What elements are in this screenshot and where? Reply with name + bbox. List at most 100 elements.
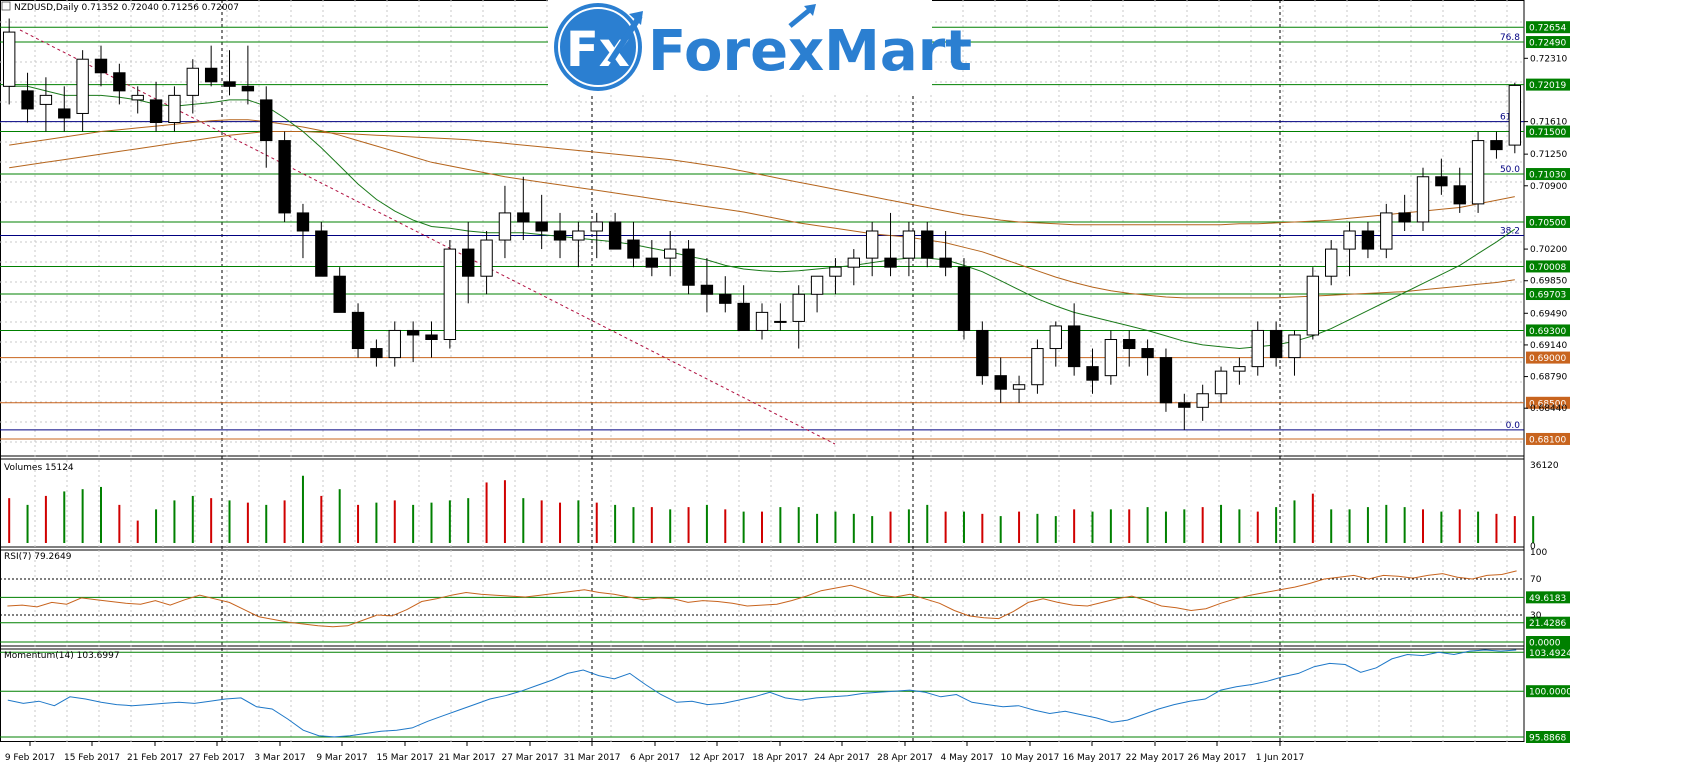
candle-bull	[480, 239, 493, 277]
price-tag-label: 0.69000	[1529, 354, 1566, 364]
candle-bull	[1471, 140, 1485, 205]
candle-bull	[1380, 212, 1393, 250]
candle-bull	[1325, 248, 1338, 277]
grid-layer	[0, 0, 1525, 742]
candle-bear	[1178, 402, 1191, 408]
candle-bear	[553, 230, 567, 241]
candle-bear	[406, 329, 420, 336]
price-tag-label: 0.69703	[1529, 291, 1566, 301]
candle-bear	[333, 275, 346, 313]
rsi-tag-label: 49.6183	[1529, 594, 1566, 604]
symbol-header: NZDUSD,Daily 0.71352 0.72040 0.71256 0.7…	[14, 3, 239, 13]
candle-bull	[39, 94, 53, 105]
candle-bull	[810, 275, 824, 295]
rsi-tag-box	[1526, 616, 1570, 629]
candle-bear	[462, 248, 475, 277]
candle-bear	[1435, 176, 1448, 187]
momentum-line	[7, 649, 1517, 738]
momentum-tag-label: 100.0000	[1529, 688, 1572, 698]
candle-bull	[847, 257, 860, 268]
candle-bear	[1361, 230, 1375, 250]
candle-bull	[2, 31, 16, 87]
axis-tick-label: 0.72310	[1530, 54, 1567, 64]
candle-bull	[792, 293, 805, 322]
candle-bear	[260, 99, 273, 142]
candle-bear	[370, 348, 383, 359]
x-tick-label: 16 May 2017	[1063, 753, 1122, 763]
candle-bull	[168, 94, 181, 123]
candle-bull	[1031, 348, 1044, 386]
price-tag-box	[1526, 125, 1570, 138]
candle-bull	[1416, 176, 1430, 223]
candle-bear	[608, 221, 622, 250]
candle-bear	[21, 90, 34, 110]
candle-bear	[1453, 185, 1466, 205]
x-tick-label: 24 Apr 2017	[814, 753, 870, 763]
price-tag-box	[1526, 396, 1570, 409]
candle-bull	[572, 230, 585, 241]
logo-circle-icon	[554, 3, 642, 91]
candle-bear	[939, 257, 952, 268]
candle-bear	[1086, 366, 1099, 381]
candle-bear	[351, 311, 365, 350]
logo-circle-ring	[558, 7, 638, 87]
logo-wordmark-arrow-icon	[788, 6, 814, 28]
candle-bull	[76, 58, 89, 114]
price-tag-box	[1526, 288, 1570, 301]
fib-level-label: 50.0	[1500, 165, 1520, 175]
candle-bull	[1288, 334, 1301, 359]
axis-tick-label: 0.69490	[1530, 309, 1567, 319]
price-axis: 0.72654 0.72490 0.72019 0.71500 0.71030 0.705…	[1524, 21, 1572, 744]
axis-tick-label: 0.69140	[1530, 341, 1567, 351]
price-tag-label: 0.72490	[1529, 39, 1566, 49]
rsi-tag-label: 0.0000	[1529, 639, 1561, 649]
price-tag-box	[1526, 168, 1570, 181]
candle-bear	[1067, 325, 1081, 368]
candle-bear	[645, 257, 659, 268]
candle-bull	[498, 212, 512, 241]
price-tag-label: 0.68500	[1529, 399, 1566, 409]
x-tick-label: 27 Feb 2017	[189, 753, 245, 763]
price-tag-box	[1526, 78, 1570, 91]
candle-bear	[1123, 339, 1136, 350]
logo-arrow-head-icon	[629, 11, 643, 25]
candle-bear	[315, 230, 328, 277]
x-tick-label: 15 Feb 2017	[64, 753, 120, 763]
axis-tick-label: 0.68440	[1530, 404, 1567, 414]
price-tag-label: 0.68100	[1529, 435, 1566, 445]
momentum-tag-label: 103.4924	[1529, 649, 1572, 659]
momentum-label: Momentum(14) 103.6997	[4, 651, 120, 661]
fib-level-label: 0.0	[1506, 421, 1521, 431]
price-tag-label: 0.71500	[1529, 128, 1566, 138]
candle-bull	[865, 230, 879, 259]
momentum-tag-box	[1526, 685, 1570, 698]
candle-bull	[1343, 230, 1356, 250]
x-tick-label: 18 Apr 2017	[752, 753, 808, 763]
candle-bull	[1196, 393, 1209, 408]
candle-bull	[829, 266, 842, 277]
candle-bear	[94, 58, 108, 74]
rsi-tag-box	[1526, 591, 1570, 604]
price-tag-box	[1526, 215, 1570, 228]
fib-level-label: 38.2	[1500, 227, 1520, 237]
candle-bear	[535, 221, 548, 232]
forexmart-logo: Fx ForexMart	[548, 0, 972, 94]
momentum-tag-label: 95.8868	[1529, 734, 1566, 744]
logo-arrow-icon	[607, 14, 643, 64]
axis-tick-label: 0.69850	[1530, 277, 1567, 287]
rsi-tick-label: 70	[1530, 575, 1542, 585]
chart-border	[0, 0, 1525, 742]
candle-bear	[113, 72, 126, 92]
x-tick-label: 31 Mar 2017	[563, 753, 620, 763]
candle-bull	[902, 230, 916, 259]
volume-panel	[8, 475, 1535, 543]
candle-bear	[241, 85, 255, 92]
candle-bear	[737, 302, 750, 331]
header-toggle-icon[interactable]	[1, 1, 11, 11]
price-tag-box	[1526, 260, 1570, 273]
volume-tick-label: 36120	[1530, 461, 1559, 471]
price-tag-label: 0.71030	[1529, 171, 1566, 181]
candle-bull	[186, 67, 199, 96]
price-tag-label: 0.69300	[1529, 327, 1566, 337]
